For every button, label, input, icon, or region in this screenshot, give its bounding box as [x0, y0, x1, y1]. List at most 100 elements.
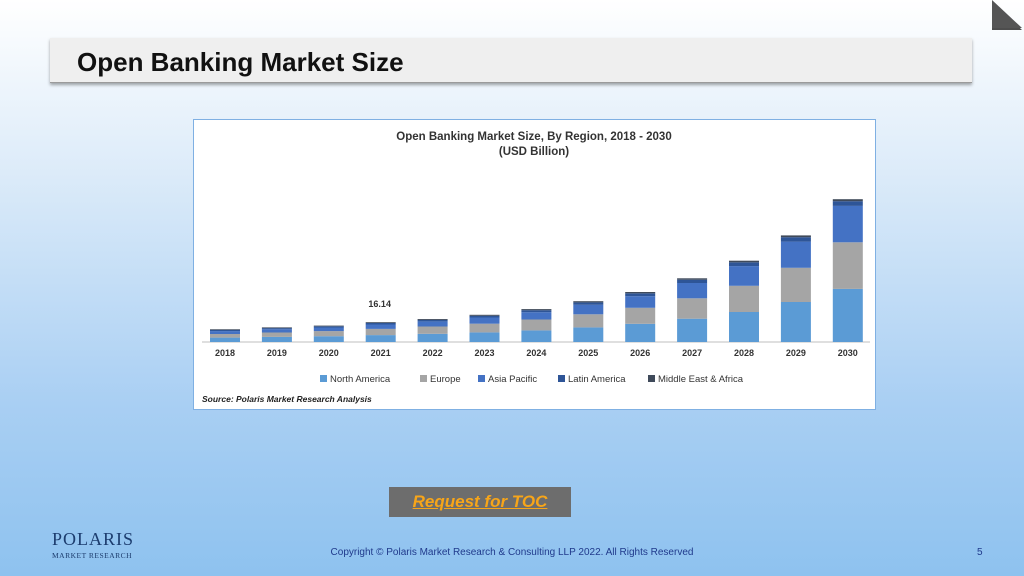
- data-label: 16.14: [368, 299, 391, 309]
- bar-segment-north-america-2026: [625, 323, 656, 342]
- bar-segment-europe-2030: [832, 242, 863, 289]
- legend-swatch: [420, 375, 427, 382]
- legend-label: Latin America: [568, 374, 626, 385]
- bar-segment-asia-pacific-2027: [677, 283, 708, 299]
- bar-segment-europe-2019: [261, 332, 292, 337]
- bar-segment-middle-east-africa-2018: [210, 329, 240, 330]
- bar-segment-middle-east-africa-2024: [521, 309, 552, 311]
- bar-segment-asia-pacific-2022: [417, 321, 448, 327]
- request-toc-button[interactable]: Request for TOC: [389, 487, 571, 517]
- bar-segment-north-america-2021: [365, 335, 396, 342]
- page-title: Open Banking Market Size: [77, 47, 404, 77]
- bar-segment-latin-america-2024: [521, 310, 552, 313]
- stacked-bar-chart: Open Banking Market Size, By Region, 201…: [202, 131, 870, 404]
- bar-segment-europe-2021: [365, 328, 396, 336]
- bar-segment-europe-2022: [417, 326, 448, 334]
- bar-segment-middle-east-africa-2028: [729, 260, 759, 263]
- bar-segment-asia-pacific-2030: [832, 205, 863, 243]
- copyright-text: Copyright © Polaris Market Research & Co…: [330, 547, 694, 558]
- bar-segment-asia-pacific-2019: [261, 329, 292, 333]
- bar-segment-asia-pacific-2020: [313, 327, 344, 332]
- bar-segment-europe-2023: [469, 323, 500, 333]
- bar-segment-europe-2027: [677, 298, 708, 319]
- chart-panel: Open Banking Market Size, By Region, 201…: [193, 119, 876, 410]
- bar-segment-north-america-2029: [780, 302, 811, 342]
- bar-segment-north-america-2018: [210, 337, 240, 342]
- corner-triangle-icon: [992, 0, 1022, 30]
- chart-source: Source: Polaris Market Research Analysis: [202, 394, 372, 404]
- bar-segment-north-america-2025: [573, 327, 604, 342]
- bar-segment-middle-east-africa-2029: [780, 235, 811, 238]
- bar-segment-europe-2029: [780, 267, 811, 302]
- polaris-logo: POLARIS MARKET RESEARCH: [52, 530, 134, 560]
- x-tick-label: 2018: [215, 348, 235, 358]
- chart-subtitle: (USD Billion): [499, 146, 569, 158]
- bar-segment-middle-east-africa-2022: [417, 319, 448, 320]
- bar-segment-latin-america-2020: [313, 326, 344, 328]
- page-number: 5: [977, 547, 983, 558]
- bar-segment-north-america-2022: [417, 333, 448, 342]
- bar-segment-europe-2024: [521, 319, 552, 331]
- x-tick-label: 2030: [838, 348, 858, 358]
- bar-segment-north-america-2024: [521, 330, 552, 342]
- bar-segment-asia-pacific-2028: [729, 266, 759, 286]
- bar-segment-asia-pacific-2021: [365, 324, 396, 329]
- title-bar: Open Banking Market Size: [50, 38, 972, 83]
- bar-segment-middle-east-africa-2020: [313, 325, 344, 327]
- bar-segment-north-america-2020: [313, 336, 344, 342]
- bar-segment-latin-america-2018: [210, 330, 240, 332]
- x-tick-label: 2023: [474, 348, 494, 358]
- bar-segment-latin-america-2028: [729, 262, 759, 267]
- bar-segment-middle-east-africa-2030: [832, 199, 863, 202]
- bar-segment-europe-2028: [729, 285, 759, 312]
- bar-segment-middle-east-africa-2023: [469, 314, 500, 316]
- bar-segment-middle-east-africa-2025: [573, 301, 604, 303]
- bar-segment-europe-2020: [313, 331, 344, 337]
- legend-label: North America: [330, 374, 391, 385]
- bar-segment-north-america-2030: [832, 288, 863, 342]
- legend-label: Middle East & Africa: [658, 374, 744, 385]
- legend-swatch: [478, 375, 485, 382]
- bar-segment-middle-east-africa-2021: [365, 322, 396, 323]
- bar-segment-north-america-2028: [729, 312, 759, 342]
- bar-segment-middle-east-africa-2019: [261, 327, 292, 329]
- bar-segment-asia-pacific-2026: [625, 296, 656, 308]
- bar-segment-asia-pacific-2023: [469, 317, 500, 324]
- x-tick-label: 2019: [267, 348, 287, 358]
- bar-segment-asia-pacific-2025: [573, 304, 604, 315]
- bar-segment-latin-america-2019: [261, 328, 292, 330]
- bar-segment-asia-pacific-2024: [521, 312, 552, 320]
- logo-subtitle: MARKET RESEARCH: [52, 551, 133, 560]
- bar-segment-latin-america-2022: [417, 319, 448, 322]
- bar-segment-latin-america-2027: [677, 279, 708, 283]
- x-tick-label: 2020: [319, 348, 339, 358]
- bar-segment-europe-2025: [573, 314, 604, 328]
- chart-title: Open Banking Market Size, By Region, 201…: [396, 131, 671, 143]
- bar-segment-europe-2018: [210, 334, 240, 338]
- bar-segment-latin-america-2023: [469, 315, 500, 318]
- legend-swatch: [558, 375, 565, 382]
- x-tick-label: 2026: [630, 348, 650, 358]
- x-tick-label: 2024: [526, 348, 546, 358]
- bar-segment-north-america-2019: [261, 336, 292, 342]
- bar-segment-latin-america-2029: [780, 237, 811, 242]
- bar-segment-asia-pacific-2029: [780, 241, 811, 268]
- bar-segment-europe-2026: [625, 307, 656, 324]
- legend-label: Europe: [430, 374, 461, 385]
- legend-label: Asia Pacific: [488, 374, 537, 385]
- logo-name: POLARIS: [52, 529, 135, 549]
- x-tick-label: 2021: [371, 348, 391, 358]
- bar-segment-middle-east-africa-2026: [625, 292, 656, 294]
- x-tick-label: 2025: [578, 348, 598, 358]
- legend-swatch: [320, 375, 327, 382]
- bar-segment-north-america-2027: [677, 318, 708, 342]
- x-tick-label: 2022: [423, 348, 443, 358]
- x-tick-label: 2029: [786, 348, 806, 358]
- bar-segment-latin-america-2030: [832, 201, 863, 206]
- bar-segment-latin-america-2026: [625, 293, 656, 297]
- bar-segment-latin-america-2021: [365, 323, 396, 325]
- bar-segment-middle-east-africa-2027: [677, 278, 708, 280]
- x-tick-label: 2027: [682, 348, 702, 358]
- x-tick-label: 2028: [734, 348, 754, 358]
- bar-segment-asia-pacific-2018: [210, 331, 240, 334]
